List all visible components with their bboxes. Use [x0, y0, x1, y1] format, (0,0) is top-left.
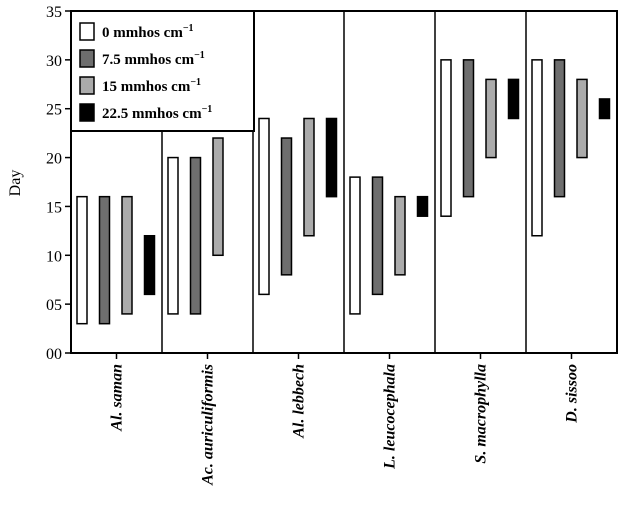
legend-label: 15 mmhos cm−1 [102, 77, 201, 95]
range-bar [121, 195, 133, 315]
x-category-label: Al. lebbech [291, 364, 308, 439]
range-bar [76, 195, 88, 325]
y-axis-title: Day [7, 170, 24, 197]
range-bar [371, 176, 384, 296]
y-tick-label: 10 [46, 248, 62, 265]
range-bar [416, 195, 429, 217]
x-category-label: Ac. auriculiformis [200, 364, 217, 486]
range-bar [303, 117, 315, 237]
x-category-label: L. leucocephala [382, 364, 399, 470]
legend-label: 22.5 mmhos cm−1 [102, 104, 212, 122]
legend-label: 7.5 mmhos cm−1 [102, 50, 205, 68]
plot-frame [70, 10, 618, 354]
range-bar [189, 156, 202, 315]
range-bar [167, 156, 179, 315]
y-tick-label: 05 [46, 297, 62, 314]
range-bar [325, 117, 338, 198]
range-bar [440, 59, 452, 217]
y-tick-label: 30 [46, 53, 62, 70]
range-bar [212, 137, 224, 257]
range-bar [394, 195, 406, 276]
y-tick-label: 35 [46, 4, 62, 21]
legend-label: 0 mmhos cm−1 [102, 23, 194, 41]
legend-swatch [79, 49, 95, 68]
range-bar [531, 59, 543, 237]
legend-box [70, 10, 255, 132]
range-bar [462, 59, 475, 198]
range-bar [553, 59, 566, 198]
x-category-label: S. macrophylla [473, 364, 490, 464]
legend-swatch [79, 103, 95, 122]
range-bar [280, 137, 293, 276]
y-tick-label: 15 [46, 199, 62, 216]
axes-layer: 00 05 10 15 20 25 30 35 Al. saman Ac. auriculifor… [46, 4, 581, 486]
range-bar [598, 98, 611, 120]
range-bar [143, 234, 156, 296]
range-bar [485, 78, 497, 159]
bars-layer [76, 59, 611, 325]
range-bar [507, 78, 520, 120]
legend-swatch [79, 76, 95, 95]
range-bar [576, 78, 588, 159]
y-tick-label: 25 [46, 102, 62, 119]
x-category-label: D. sissoo [564, 364, 581, 424]
legend: 0 mmhos cm−1 7.5 mmhos cm−1 15 mmhos cm−1 2… [70, 10, 255, 132]
range-bar [258, 117, 270, 296]
y-tick-label: 20 [46, 151, 62, 168]
legend-swatch [79, 22, 95, 41]
range-bar [98, 195, 111, 325]
x-category-label: Al. saman [109, 364, 126, 432]
y-tick-label: 00 [46, 346, 62, 363]
range-bar [349, 176, 361, 315]
